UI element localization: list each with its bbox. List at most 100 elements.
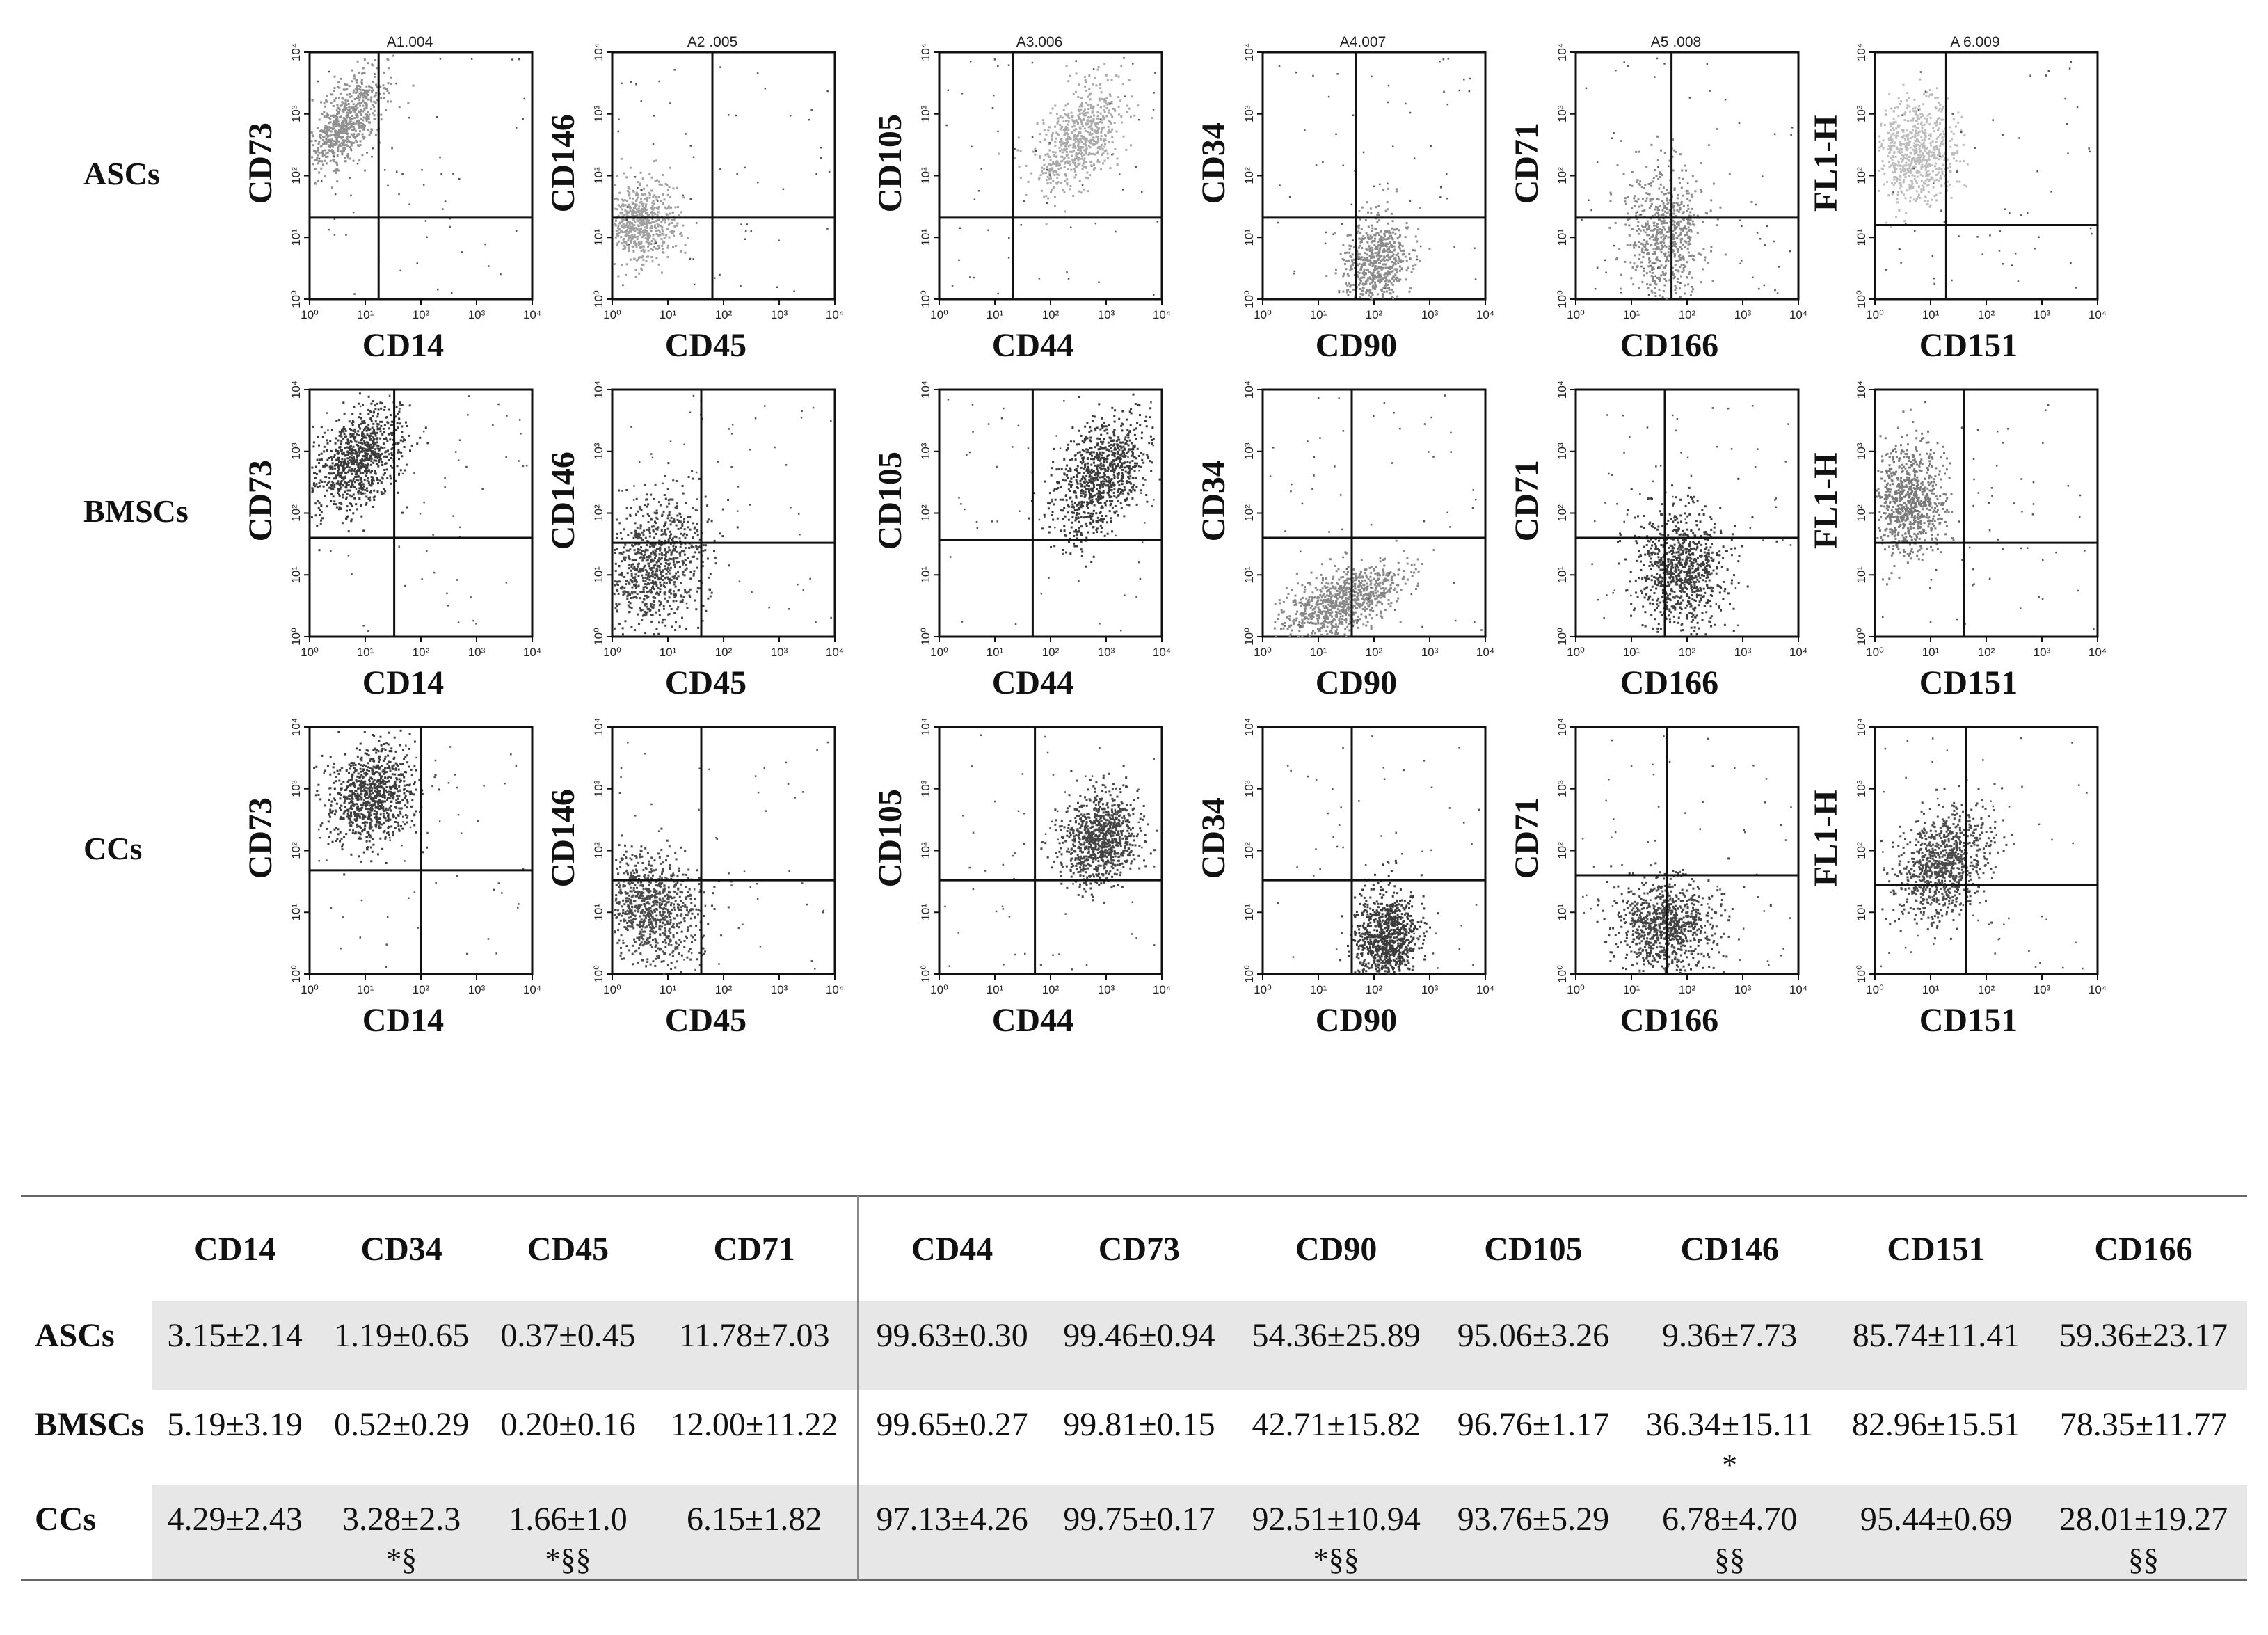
table-header-row: CD14 CD34 CD45 CD71 CD44 CD73 CD90 CD105 CD146 CD… [21,1196,2247,1301]
y-axis-label: CD34 [1195,797,1232,879]
x-tick-label: 10⁴ [2089,308,2107,321]
column-header: CD90 [1295,1230,1377,1268]
y-axis-label: CD73 [242,797,279,879]
x-tick-label: 10⁴ [1789,983,1807,996]
x-tick-label: 10⁴ [2089,646,2107,659]
x-tick-label: 10⁴ [1476,308,1494,321]
y-tick-label: 10² [1556,504,1569,522]
cell-value: 6.15±1.82 [687,1501,822,1538]
y-tick-label: 10¹ [289,566,303,584]
table-cell: 99.63±0.30 [857,1301,1046,1390]
x-axis-label: CD90 [1316,1002,1397,1039]
y-tick-label: 10⁰ [1556,965,1569,983]
plot-frame [1261,726,1487,975]
cell-value: 3.28±2.3 [342,1501,461,1538]
y-tick-label: 10² [592,842,605,859]
y-tick-label: 10⁰ [1556,628,1569,646]
y-axis-label: CD73 [242,460,279,541]
y-tick-label: 10³ [289,442,303,460]
y-tick-label: 10² [1243,504,1256,522]
x-tick-label: 10⁰ [930,308,948,321]
y-tick-label: 10³ [919,442,932,460]
x-tick-label: 10³ [2034,983,2051,996]
cell-value: 3.15±2.14 [167,1317,303,1354]
table-cell: 6.78±4.70 §§ [1627,1485,1833,1580]
x-tick-label: 10² [413,646,430,659]
table-cell: 85.74±11.41 [1832,1301,2040,1390]
x-axis-label: CD45 [665,664,746,701]
y-tick-label: 10⁴ [919,43,932,61]
cell-value: 1.66±1.0 [509,1501,628,1538]
event-dots [1581,735,1792,975]
y-tick-label: 10¹ [1855,904,1868,921]
x-axis-label: CD14 [362,664,444,701]
event-dots [944,734,1158,971]
x-tick-label: 10² [1679,646,1696,659]
x-axis-label: CD166 [1620,664,1718,701]
column-header: CD166 [2094,1230,2193,1268]
y-tick-label: 10¹ [1855,229,1868,246]
y-tick-label: 10² [592,167,605,184]
y-axis-label: CD146 [545,789,582,887]
cell-value: 12.00±11.22 [670,1406,838,1443]
y-tick-label: 10³ [289,780,303,797]
y-tick-label: 10⁴ [1556,381,1569,399]
cell-value: 54.36±25.89 [1252,1317,1421,1354]
x-tick-label: 10² [1366,983,1383,996]
x-axis-label: CD45 [665,327,746,364]
event-dots [1880,737,2088,970]
y-tick-label: 10² [1855,842,1868,859]
y-axis-label: CD34 [1195,122,1232,204]
x-tick-label: 10¹ [1623,308,1640,321]
y-tick-label: 10⁰ [1855,965,1868,983]
x-tick-label: 10² [1978,983,1995,996]
x-tick-label: 10¹ [1922,983,1940,996]
x-tick-label: 10² [715,983,733,996]
y-axis-label: CD71 [1508,122,1545,204]
table-cell: 12.00±11.22 [651,1390,858,1485]
y-tick-label: 10⁴ [592,381,605,399]
y-tick-label: 10³ [1855,105,1868,122]
y-tick-label: 10⁴ [592,43,605,61]
x-tick-label: 10² [1042,983,1060,996]
x-tick-label: 10³ [1421,646,1439,659]
x-tick-label: 10⁴ [1476,646,1494,659]
x-tick-label: 10¹ [1310,308,1327,321]
y-tick-label: 10⁰ [1243,965,1256,983]
table-cell: 54.36±25.89 [1232,1301,1440,1390]
x-axis-label: CD14 [362,1002,444,1039]
cell-value: 92.51±10.94 [1252,1501,1421,1538]
table-cell: 0.52±0.29 [318,1390,484,1485]
y-tick-label: 10⁴ [1556,43,1569,61]
row-header: BMSCs [21,1390,152,1485]
y-tick-label: 10³ [919,780,932,797]
cell-value: 6.78±4.70 [1662,1501,1798,1538]
x-tick-label: 10³ [2034,308,2051,321]
plot-frame [1574,726,1800,975]
event-dots [1581,57,1794,300]
cell-value: 11.78±7.03 [678,1317,830,1354]
x-axis-label: CD44 [992,1002,1073,1039]
x-tick-label: 10³ [468,308,486,321]
x-tick-label: 10⁴ [1153,646,1171,659]
y-axis-label: FL1-H [1807,790,1844,886]
event-dots [1277,735,1480,975]
table-cell: 3.28±2.3 *§ [318,1485,485,1580]
x-tick-label: 10² [1366,308,1383,321]
event-dots [613,66,831,292]
x-tick-label: 10⁰ [1567,646,1585,659]
x-tick-label: 10⁰ [603,308,621,321]
table-cell: 42.71±15.82 [1233,1390,1440,1485]
table-cell: 95.06±3.26 [1439,1301,1627,1390]
